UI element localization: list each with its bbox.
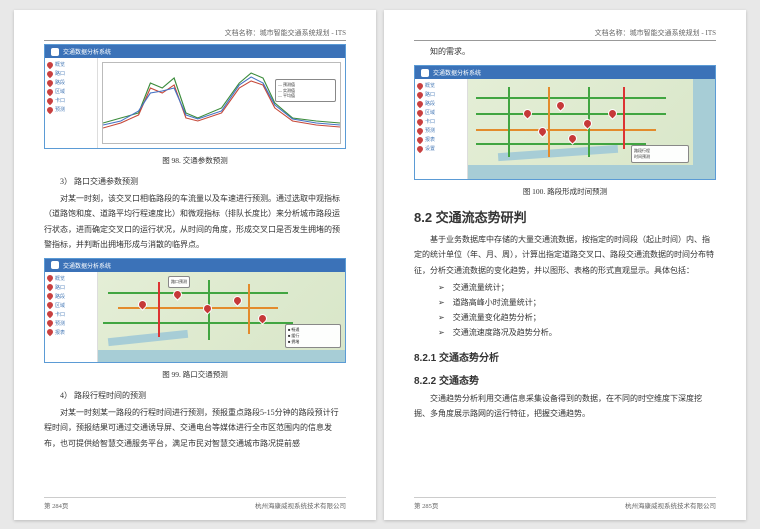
figure-99: 交通数据分析系统 概览 路口 路段 区域 卡口 预测 报表 [44, 258, 346, 363]
page-number: 第 285页 [414, 500, 438, 510]
bullet-1: 交通流量统计； [414, 280, 716, 295]
page-left: 文档名称：城市智能交通系统规划 - ITS 交通数据分析系统 概览 路口 路段 … [14, 10, 376, 520]
fig100-caption: 图 100. 路段形成时间预测 [414, 186, 716, 197]
page-right: 文档名称：城市智能交通系统规划 - ITS 知的需求。 交通数据分析系统 概览 … [384, 10, 746, 520]
fig-sidebar: 概览 路口 路段 区域 卡口 预测 [45, 58, 98, 148]
fig-header: 交通数据分析系统 [45, 45, 345, 58]
para-8-2: 基于业务数据库中存储的大量交通流数据，按指定的时间段（起止时间）内、指定的统计单… [414, 232, 716, 278]
heading-8-2-1: 8.2.1 交通态势分析 [414, 349, 716, 364]
doc-header: 文档名称：城市智能交通系统规划 - ITS [44, 28, 346, 41]
item-4-head: 4） 路段行程时间的预测 [44, 388, 346, 403]
para-4: 对某一时刻某一路段的行程时间进行预测，预报重点路段5-15分钟的路段预计行程时间… [44, 405, 346, 451]
fig-title: 交通数据分析系统 [63, 47, 111, 56]
footer-right: 第 285页 杭州海康威视系统技术有限公司 [414, 497, 716, 510]
page-number: 第 284页 [44, 500, 68, 510]
doc-header: 文档名称：城市智能交通系统规划 - ITS [414, 28, 716, 41]
item-3-head: 3） 路口交通参数预测 [44, 174, 346, 189]
company: 杭州海康威视系统技术有限公司 [255, 500, 346, 510]
footer-left: 第 284页 杭州海康威视系统技术有限公司 [44, 497, 346, 510]
chart-area: — 预测值— 实测值— 平均值 [98, 58, 345, 148]
heading-8-2-2: 8.2.2 交通态势 [414, 372, 716, 387]
fig99-caption: 图 99. 路口交通预测 [44, 369, 346, 380]
heading-8-2: 8.2 交通流态势研判 [414, 207, 716, 226]
bullet-3: 交通流量变化趋势分析； [414, 310, 716, 325]
para-3: 对某一时刻，该交叉口相临路段的车流量以及车速进行预测。通过选取中观指标（道路饱和… [44, 191, 346, 252]
figure-100: 交通数据分析系统 概览 路口 路段 区域 卡口 预测 报表 设置 [414, 65, 716, 180]
top-continuation: 知的需求。 [414, 44, 716, 59]
app-icon [51, 48, 59, 56]
map-area: 路口预测 ■ 畅通■ 缓行■ 拥堵 [98, 272, 345, 362]
figure-98: 交通数据分析系统 概览 路口 路段 区域 卡口 预测 — [44, 44, 346, 149]
para-8-2-2: 交通趋势分析利用交通信息采集设备得到的数据，在不同的时空维度下深度挖掘、多角度展… [414, 391, 716, 421]
bullet-4: 交通流速度路况及趋势分析。 [414, 325, 716, 340]
company: 杭州海康威视系统技术有限公司 [625, 500, 716, 510]
bullet-2: 道路高峰小时流量统计； [414, 295, 716, 310]
fig98-caption: 图 98. 交通参数预测 [44, 155, 346, 166]
